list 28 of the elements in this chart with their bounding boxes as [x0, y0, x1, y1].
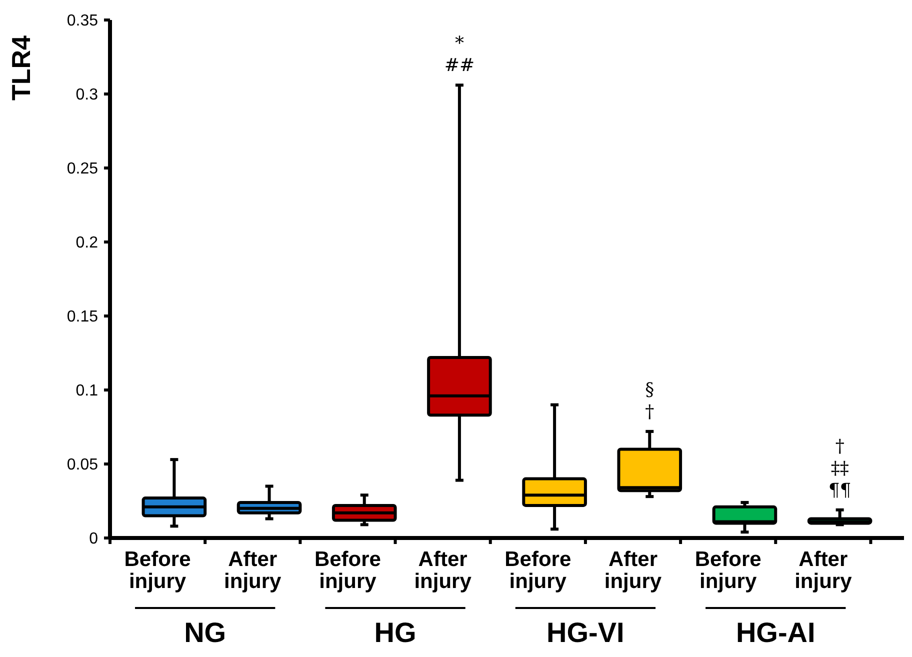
y-axis-title: TLR4: [6, 34, 36, 100]
annotation: ##: [444, 55, 475, 76]
annotation: †: [835, 436, 844, 457]
x-tick-label: After injury: [224, 548, 282, 593]
y-tick-label: 0.05: [66, 456, 98, 474]
x-tick-label: After injury: [414, 548, 472, 593]
x-tick-label: Before injury: [124, 548, 191, 593]
x-tick-label: Before injury: [314, 548, 381, 593]
x-tick-label: After injury: [604, 548, 662, 593]
text: HG: [374, 617, 416, 648]
y-tick-label: 0.2: [76, 234, 98, 252]
y-tick-label: 0.35: [66, 12, 98, 30]
text: HG-AI: [736, 617, 816, 648]
text: HG-VI: [546, 617, 624, 648]
text: NG: [184, 617, 226, 648]
y-tick-label: 0: [89, 530, 98, 548]
annotation: §: [645, 379, 654, 400]
annotation: ¶¶: [828, 480, 852, 501]
x-tick-label: After injury: [794, 548, 852, 593]
y-tick-label: 0.15: [66, 308, 98, 326]
y-tick-label: 0.25: [66, 160, 98, 178]
annotation: ‡‡: [830, 458, 849, 479]
annotation: †: [645, 401, 654, 422]
x-tick-label: Before injury: [504, 548, 572, 593]
annotation: *: [454, 33, 464, 54]
y-tick-label: 0.3: [76, 86, 98, 104]
y-tick-label: 0.1: [76, 382, 98, 400]
x-tick-label: Before injury: [694, 548, 762, 593]
